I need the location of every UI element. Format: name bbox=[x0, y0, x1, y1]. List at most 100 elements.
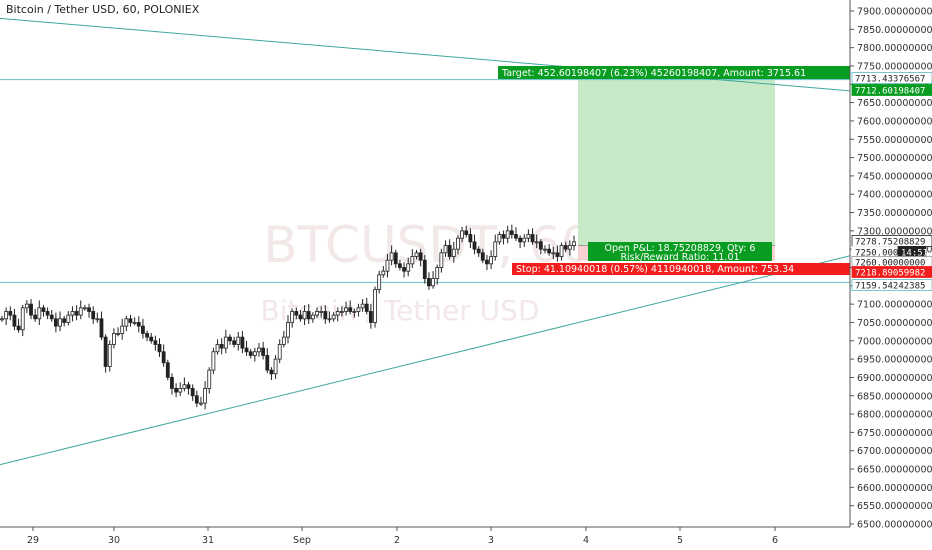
candle-body bbox=[107, 344, 112, 367]
candle-body bbox=[232, 340, 237, 345]
candle bbox=[315, 307, 319, 319]
candle bbox=[161, 344, 166, 367]
y-tick-label: 7050.00000000 bbox=[857, 318, 932, 329]
candle-body bbox=[207, 369, 212, 389]
candle-body bbox=[306, 311, 311, 320]
candle-body bbox=[95, 318, 100, 321]
candle bbox=[443, 240, 448, 257]
candle-body bbox=[58, 318, 62, 327]
candle bbox=[141, 318, 145, 339]
candle-body bbox=[4, 311, 9, 320]
candle bbox=[265, 348, 270, 374]
candle bbox=[252, 347, 257, 362]
candle-body bbox=[273, 358, 278, 375]
candle-body bbox=[290, 311, 295, 323]
pnl-text: Open P&L: 18.75208829, Qty: 6 bbox=[605, 243, 756, 254]
y-tick-label: 7350.00000000 bbox=[857, 208, 932, 219]
target-zone[interactable] bbox=[578, 79, 775, 246]
y-tick-label: 7100.00000000 bbox=[857, 300, 932, 311]
price-tag: 7712.60198407 bbox=[851, 84, 932, 97]
candle bbox=[248, 348, 253, 359]
stop-label-text: Stop: 41.10940018 (0.57%) 4110940018, Am… bbox=[516, 264, 794, 275]
candle bbox=[298, 310, 303, 322]
y-tick-label: 6900.00000000 bbox=[857, 373, 932, 384]
candle-body bbox=[323, 311, 328, 320]
candle-body bbox=[116, 333, 120, 335]
candle-body bbox=[460, 230, 464, 239]
price-tag: 7278.75208829 bbox=[851, 235, 932, 248]
candle bbox=[174, 383, 178, 398]
candle-body bbox=[41, 307, 46, 312]
x-tick-label: 6 bbox=[772, 535, 778, 546]
candle-body bbox=[443, 245, 448, 254]
pnl-label[interactable]: Open P&L: 18.75208829, Qty: 6Risk/Reward… bbox=[588, 242, 772, 263]
candle bbox=[240, 330, 245, 354]
candle bbox=[563, 241, 568, 253]
candle bbox=[447, 239, 452, 260]
candle-body bbox=[149, 336, 154, 342]
candle-body bbox=[572, 241, 576, 246]
candle bbox=[431, 271, 435, 289]
candle bbox=[526, 229, 531, 243]
candle-body bbox=[315, 311, 319, 316]
candle-body bbox=[74, 311, 79, 316]
candle-body bbox=[497, 234, 502, 243]
support-trendline[interactable] bbox=[0, 255, 851, 466]
candle bbox=[468, 228, 473, 249]
pnl-label-box bbox=[588, 242, 772, 261]
candle-body bbox=[331, 314, 336, 320]
candle-body bbox=[128, 318, 133, 323]
target-label[interactable]: Target: 452.60198407 (6.23%) 45260198407… bbox=[498, 66, 850, 79]
candle bbox=[128, 314, 133, 327]
candle-body bbox=[269, 369, 274, 375]
chart-title: Bitcoin / Tether USD, 60, POLONIEX bbox=[6, 3, 200, 16]
candle bbox=[49, 310, 54, 322]
candle-body bbox=[186, 384, 191, 389]
candle bbox=[567, 240, 572, 256]
candle bbox=[385, 253, 390, 278]
candle-body bbox=[199, 402, 203, 405]
candle-body bbox=[145, 333, 149, 338]
candle-body bbox=[547, 248, 552, 254]
stop-label[interactable]: Stop: 41.10940018 (0.57%) 4110940018, Am… bbox=[512, 263, 850, 275]
price-tag-text: 7278.75208829 bbox=[855, 238, 925, 248]
candle bbox=[319, 306, 324, 318]
candle-body bbox=[344, 307, 348, 312]
candle bbox=[33, 308, 38, 322]
y-tick-label: 7750.00000000 bbox=[857, 61, 932, 72]
price-tag-text: 7218.89059982 bbox=[855, 269, 925, 279]
candle bbox=[389, 245, 394, 266]
x-tick-label: 2 bbox=[394, 535, 400, 546]
x-tick-label: 30 bbox=[108, 535, 120, 546]
candle bbox=[219, 338, 224, 355]
candle-body bbox=[194, 395, 199, 404]
candle bbox=[422, 255, 427, 284]
candle bbox=[497, 231, 502, 245]
candle bbox=[364, 297, 369, 315]
candle-body bbox=[368, 311, 373, 323]
candle bbox=[435, 264, 440, 285]
candle-body bbox=[422, 259, 427, 279]
y-tick-label: 7600.00000000 bbox=[857, 116, 932, 127]
candle bbox=[480, 248, 485, 264]
candle bbox=[190, 384, 195, 401]
candle-body bbox=[489, 256, 494, 265]
candle-body bbox=[277, 344, 282, 360]
candle bbox=[261, 341, 266, 360]
y-tick-label: 7800.00000000 bbox=[857, 43, 932, 54]
candle bbox=[290, 308, 295, 328]
candle-body bbox=[190, 388, 195, 397]
candle-body bbox=[174, 388, 178, 393]
candle bbox=[53, 312, 58, 333]
candle-body bbox=[99, 318, 104, 338]
candle bbox=[120, 318, 125, 340]
price-tag-box bbox=[851, 279, 932, 291]
candle-body bbox=[501, 234, 506, 239]
candle bbox=[559, 242, 564, 261]
candle bbox=[323, 305, 328, 324]
candle bbox=[145, 330, 149, 342]
candle bbox=[335, 307, 340, 322]
candle-body bbox=[33, 314, 38, 320]
y-tick-label: 6500.00000000 bbox=[857, 520, 932, 531]
